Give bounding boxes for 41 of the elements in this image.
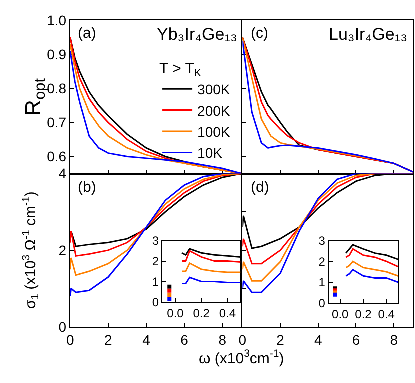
x-tick-label: 0 <box>238 332 247 348</box>
y-tick-label: 1 <box>318 276 326 290</box>
y-tick-label: 3 <box>152 234 160 248</box>
x-tick-label: 2 <box>276 332 285 348</box>
x-tick-label: 0.4 <box>378 308 396 322</box>
legend-label: 10K <box>198 145 224 162</box>
y-tick-label: 0 <box>318 296 326 310</box>
y-tick-label: 1 <box>152 274 160 289</box>
annotation: Yb₃Ir₄Ge₁₃ <box>157 25 238 44</box>
y-tick-label: 0.6 <box>47 148 67 165</box>
x-tick-label: 0.0 <box>167 306 184 321</box>
legend-label: 300K <box>198 82 231 98</box>
x-tick-label: 6 <box>180 332 189 348</box>
chart-title: (a) <box>78 25 96 42</box>
x-tick-label: 6 <box>352 332 360 348</box>
y-tick-label: 0.9 <box>47 46 67 62</box>
legend-label: 100K <box>198 124 231 140</box>
y-tick-label: 2 <box>318 254 326 269</box>
legend-label: 200K <box>198 102 231 119</box>
x-tick-label: 2 <box>104 332 113 348</box>
y-tick-label: 1.0 <box>47 12 67 28</box>
y-tick-label: 2 <box>58 242 67 258</box>
y-tick-label: 0.7 <box>47 114 67 131</box>
annotation: Lu₃Ir₄Ge₁₃ <box>329 25 408 44</box>
chart-title: (b) <box>78 179 96 196</box>
x-tick-label: 0.2 <box>193 306 210 321</box>
legend-title: T > T$_{K}$ <box>160 60 202 80</box>
y-tick-label: 0 <box>58 318 67 335</box>
x-tick-label: 8 <box>218 332 227 348</box>
x-tick-label: 0.2 <box>355 308 372 322</box>
x-tick-label: 0.4 <box>219 306 236 321</box>
y-tick-label: 4 <box>58 166 67 182</box>
y-tick-label: 0 <box>152 295 160 310</box>
x-axis-title: ω (x10$^{3}$cm$^{-1}$) <box>199 348 284 368</box>
y-tick-label: 3 <box>318 234 326 248</box>
chart-title: (d) <box>251 179 270 196</box>
chart-title: (c) <box>251 25 268 42</box>
x-tick-label: 8 <box>390 332 398 348</box>
y-tick-label: 2 <box>152 254 160 268</box>
y-tick-label: 0.8 <box>47 80 67 96</box>
x-tick-label: 0.0 <box>332 308 350 322</box>
